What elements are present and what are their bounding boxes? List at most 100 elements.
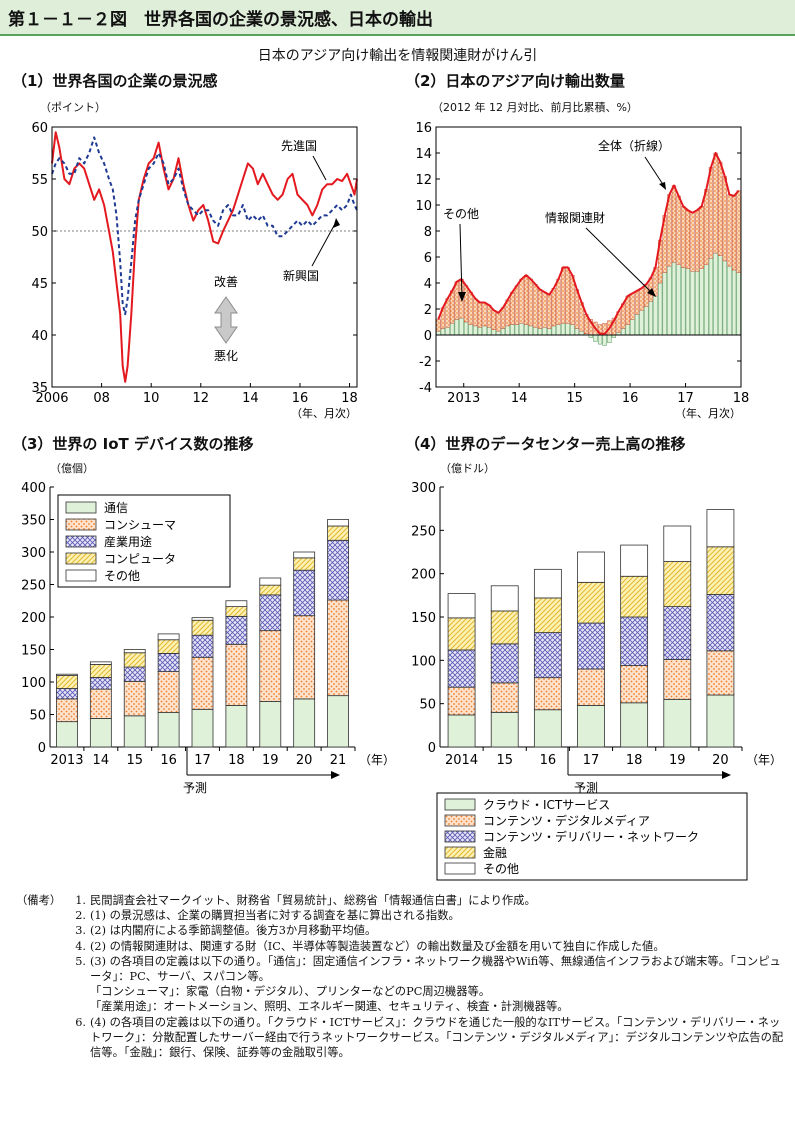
y-tick-label: 300 xyxy=(21,546,46,561)
y-tick-label: 50 xyxy=(31,225,48,240)
x-tick-label: 18 xyxy=(733,391,750,406)
bar-segment xyxy=(533,709,562,748)
plot-frame xyxy=(51,126,358,388)
note-num: 1. xyxy=(75,894,86,907)
notes-head: （備考） xyxy=(16,894,62,907)
bar-segment xyxy=(620,702,649,748)
note-text: (2) の情報関連財は、関連する財（IC、半導体等製造装置など）の輸出数量及び金… xyxy=(90,939,665,953)
x-axis-unit: （年、月次） xyxy=(675,406,741,420)
note-row: 2. (1) の景況感は、企業の購買担当者に対する調査を基に算出される指数。 xyxy=(16,908,786,923)
y-tick-label: 55 xyxy=(31,173,48,188)
bar-segment xyxy=(533,568,562,599)
x-axis-unit: （年、月次） xyxy=(291,406,357,420)
label-worsen: 悪化 xyxy=(214,349,238,363)
note-num: 2. xyxy=(75,909,86,923)
x-tick-label: 20 xyxy=(296,753,313,768)
bar-segment xyxy=(663,698,692,748)
bar-segment xyxy=(577,705,605,748)
x-tick-label: 19 xyxy=(669,753,686,768)
note-row: 「コンシューマ」：家電（白物・デジタル）、プリンターなどのPC周辺機器等。 xyxy=(16,984,786,999)
x-tick-label: 20 xyxy=(712,753,729,768)
note-num: 3. xyxy=(75,924,86,938)
forecast-label: 予測 xyxy=(574,781,598,795)
notes: （備考） 1. 民間調査会社マークイット、財務省「貿易統計」、総務省「情報通信白… xyxy=(16,893,786,1060)
panel2-title: （2）日本のアジア向け輸出数量 xyxy=(405,72,625,90)
legend-swatch xyxy=(65,501,97,514)
x-axis-unit: （年） xyxy=(359,753,395,767)
y-tick-label: -4 xyxy=(419,381,432,396)
forecast-arrowhead xyxy=(722,771,731,779)
label-emerging: 新興国 xyxy=(283,268,319,283)
note-row: 6. (4) の各項目の定義は以下の通り。「クラウド・ICTサービス」：クラウド… xyxy=(16,1015,786,1061)
legend-label: その他 xyxy=(483,862,519,876)
x-tick-label: 12 xyxy=(193,391,210,406)
bar-segment xyxy=(533,632,562,679)
legend-label: 通信 xyxy=(104,501,128,515)
x-tick-label: 18 xyxy=(228,753,245,768)
leader-advanced xyxy=(312,155,327,181)
x-tick-label: 2006 xyxy=(35,391,68,406)
panel4-title: （4）世界のデータセンター売上高の推移 xyxy=(405,435,686,453)
y-tick-label: 16 xyxy=(415,121,432,136)
bar-segment xyxy=(577,668,605,706)
note-row: 3. (2) は内閣府による季節調整値。後方3か月移動平均値。 xyxy=(16,923,786,938)
forecast-arrowhead xyxy=(331,771,340,779)
y-tick-label: 200 xyxy=(21,611,46,626)
y-tick-label: 8 xyxy=(424,225,432,240)
bar-segment xyxy=(663,606,692,660)
bar-segment xyxy=(56,673,78,676)
y-tick-label: 14 xyxy=(415,147,432,162)
up-down-arrow-icon xyxy=(214,296,238,344)
legend-box xyxy=(436,792,748,881)
note-text: (4) の各項目の定義は以下の通り。「クラウド・ICTサービス」：クラウドを通じ… xyxy=(90,1015,784,1060)
note-text: (1) の景況感は、企業の購買担当者に対する調査を基に算出される指数。 xyxy=(90,909,460,923)
x-tick-label: 17 xyxy=(677,391,694,406)
legend-swatch xyxy=(444,846,476,859)
bar-segment xyxy=(620,616,649,666)
legend-swatch xyxy=(444,830,476,843)
panel3-title: （3）世界の IoT デバイス数の推移 xyxy=(12,435,254,453)
label-other: その他 xyxy=(443,207,479,221)
panel4-unit: （億ドル） xyxy=(440,462,495,475)
panel3-unit: （億個） xyxy=(50,462,94,475)
bar-segment xyxy=(533,597,562,634)
y-tick-label: 150 xyxy=(21,644,46,659)
y-tick-label: 0 xyxy=(38,741,46,756)
legend-swatch xyxy=(65,552,97,565)
figure-title: 第１－１－２図 世界各国の企業の景況感、日本の輸出 xyxy=(8,10,433,30)
note-text: (3) の各項目の定義は以下の通り。「通信」：固定通信インフラ・ネットワーク機器… xyxy=(90,954,781,984)
x-tick-label: 14 xyxy=(93,753,110,768)
label-info-goods: 情報関連財 xyxy=(545,210,605,225)
note-num xyxy=(68,984,90,999)
x-tick-label: 17 xyxy=(583,753,600,768)
note-text: (2) は内閣府による季節調整値。後方3か月移動平均値。 xyxy=(90,924,377,938)
bar-segment xyxy=(447,649,476,688)
x-tick-label: 16 xyxy=(160,753,177,768)
y-tick-label: 50 xyxy=(29,709,46,724)
x-tick-label: 2014 xyxy=(445,753,478,768)
bar-segment xyxy=(490,643,519,684)
x-tick-label: 15 xyxy=(126,753,143,768)
x-tick-label: 16 xyxy=(292,391,309,406)
bar-segment xyxy=(706,594,735,652)
leader-arrowhead xyxy=(647,288,656,297)
bar-segment xyxy=(447,617,476,651)
bar-segment xyxy=(447,593,476,619)
note-row: （備考） 1. 民間調査会社マークイット、財務省「貿易統計」、総務省「情報通信白… xyxy=(16,893,786,908)
plot-frame xyxy=(435,126,742,388)
y-tick-label: 400 xyxy=(21,481,46,496)
note-num: 5. xyxy=(75,954,86,968)
bar-segment xyxy=(447,714,476,748)
x-tick-label: 2013 xyxy=(447,391,480,406)
legend-label: コンテンツ・デリバリー・ネットワーク xyxy=(483,829,699,844)
label-advanced: 先進国 xyxy=(281,139,317,153)
legend-swatch xyxy=(65,569,97,582)
legend-label: 産業用途 xyxy=(104,534,152,549)
x-tick-label: 2013 xyxy=(50,753,83,768)
legend-swatch xyxy=(65,535,97,548)
y-tick-label: 35 xyxy=(31,381,48,396)
bar-segment xyxy=(663,525,692,562)
